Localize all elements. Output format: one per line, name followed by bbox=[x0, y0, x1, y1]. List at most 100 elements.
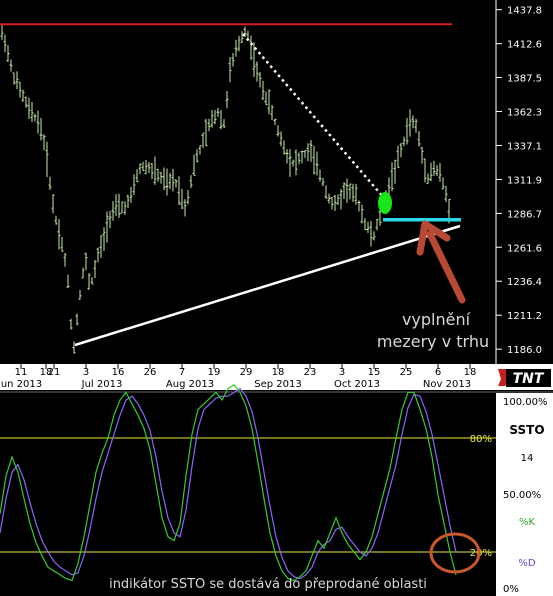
price-bar bbox=[117, 193, 121, 219]
price-bar bbox=[60, 236, 64, 252]
price-bar bbox=[165, 168, 169, 196]
price-bar bbox=[189, 175, 193, 188]
oversold-level-label: 20% bbox=[470, 548, 492, 559]
price-bar bbox=[171, 168, 175, 192]
price-bar bbox=[423, 158, 427, 183]
price-bar bbox=[312, 145, 316, 175]
price-bar bbox=[321, 177, 325, 187]
date-month-label: Oct 2013 bbox=[334, 379, 380, 390]
price-bar bbox=[42, 134, 46, 151]
price-bar bbox=[327, 193, 331, 204]
price-bar bbox=[408, 109, 412, 137]
price-bar bbox=[222, 119, 226, 128]
price-bar bbox=[276, 125, 280, 137]
date-day-label: 23 bbox=[304, 367, 317, 378]
price-bar bbox=[366, 221, 370, 233]
price-bar bbox=[234, 39, 238, 57]
price-bar bbox=[228, 57, 232, 83]
price-bar bbox=[198, 145, 202, 155]
price-bar bbox=[63, 252, 67, 267]
price-bar bbox=[111, 201, 115, 221]
price-bar bbox=[144, 159, 148, 175]
price-bar bbox=[93, 260, 97, 278]
price-bar bbox=[225, 91, 229, 109]
ssto-tick-0: 0% bbox=[503, 584, 519, 595]
price-bar bbox=[348, 183, 352, 200]
price-bar bbox=[45, 141, 49, 178]
price-bar bbox=[24, 96, 28, 108]
price-bar bbox=[270, 104, 274, 121]
date-day-label: 18 bbox=[272, 367, 285, 378]
price-y-tick-label: 1412.6 bbox=[507, 40, 542, 51]
price-bar bbox=[12, 72, 16, 85]
price-bar bbox=[126, 194, 130, 209]
price-bar bbox=[168, 172, 172, 190]
date-month-label: Jul 2013 bbox=[81, 379, 123, 390]
price-bar bbox=[81, 267, 85, 279]
price-bar bbox=[411, 115, 415, 129]
price-bar bbox=[9, 59, 13, 72]
price-bar bbox=[150, 163, 154, 180]
price-bar bbox=[375, 219, 379, 231]
price-bar bbox=[195, 149, 199, 163]
price-bar bbox=[147, 162, 151, 174]
price-bar bbox=[96, 247, 100, 263]
price-bar bbox=[396, 145, 400, 168]
ssto-caption: indikátor SSTO se dostává do přeprodané … bbox=[109, 577, 427, 592]
price-bar bbox=[75, 313, 79, 326]
price-bar bbox=[360, 204, 364, 224]
price-bar bbox=[300, 150, 304, 164]
price-bar bbox=[90, 277, 94, 285]
date-month-label: Jun 2013 bbox=[0, 379, 42, 390]
price-bar bbox=[354, 183, 358, 205]
price-bar bbox=[285, 149, 289, 164]
price-bar bbox=[351, 183, 355, 203]
price-bar bbox=[291, 159, 295, 167]
ssto-y-axis: 100.00% 50.00% 0% SSTO 14 %K %D bbox=[496, 393, 553, 596]
ssto-k-legend: %K bbox=[519, 517, 536, 528]
price-bar bbox=[231, 52, 235, 67]
price-bar bbox=[192, 154, 196, 176]
price-bar bbox=[15, 71, 19, 90]
price-bar bbox=[393, 159, 397, 184]
price-bar bbox=[372, 231, 376, 241]
price-bar bbox=[249, 35, 253, 60]
date-day-label: 25 bbox=[400, 367, 413, 378]
price-panel: vyplnění mezery v trhu bbox=[0, 23, 490, 354]
price-y-tick-label: 1311.9 bbox=[507, 175, 542, 186]
price-bar bbox=[282, 140, 286, 155]
price-y-tick-label: 1362.3 bbox=[507, 107, 542, 118]
price-bar bbox=[261, 80, 265, 101]
ssto-panel: 80% 20% indikátor SSTO se dostává do pře… bbox=[0, 384, 553, 596]
price-bar bbox=[138, 163, 142, 175]
price-bar bbox=[66, 274, 70, 288]
price-bar bbox=[156, 168, 160, 182]
price-bar bbox=[102, 227, 106, 251]
price-bar bbox=[294, 149, 298, 176]
date-day-label: 3 bbox=[83, 367, 89, 378]
price-bar bbox=[57, 219, 61, 250]
price-bar bbox=[120, 201, 124, 214]
price-y-tick-label: 1286.7 bbox=[507, 209, 542, 220]
ssto-tick-50: 50.00% bbox=[503, 490, 541, 501]
price-bar bbox=[309, 139, 313, 162]
price-bar bbox=[267, 89, 271, 115]
price-bar bbox=[78, 289, 82, 300]
price-bar bbox=[318, 169, 322, 182]
date-day-label: 16 bbox=[112, 367, 125, 378]
price-bar bbox=[87, 273, 91, 290]
svg-text:TNT: TNT bbox=[513, 371, 545, 387]
price-bar bbox=[114, 194, 118, 217]
price-bar bbox=[18, 81, 22, 98]
price-bar bbox=[237, 35, 241, 52]
price-bar bbox=[99, 235, 103, 258]
gap-label-line2: mezery v trhu bbox=[377, 332, 489, 351]
price-bar bbox=[39, 118, 43, 141]
price-bar bbox=[201, 132, 205, 149]
price-bar bbox=[405, 118, 409, 145]
ssto-params: 14 bbox=[521, 453, 534, 464]
price-bar bbox=[3, 34, 7, 53]
gap-arrow bbox=[416, 220, 466, 304]
price-bar bbox=[129, 186, 133, 203]
price-bar bbox=[369, 220, 373, 247]
